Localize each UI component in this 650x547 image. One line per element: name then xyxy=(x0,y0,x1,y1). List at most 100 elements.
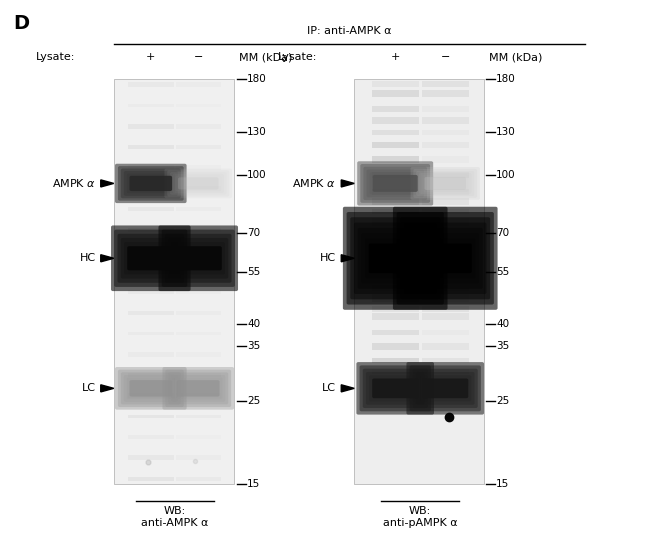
Bar xyxy=(176,83,221,87)
FancyBboxPatch shape xyxy=(165,370,231,407)
Bar xyxy=(128,83,174,87)
Bar xyxy=(176,331,221,335)
Bar xyxy=(372,306,419,312)
Text: 15: 15 xyxy=(247,479,260,489)
FancyBboxPatch shape xyxy=(416,372,474,405)
Bar xyxy=(128,476,174,481)
Bar xyxy=(372,330,419,335)
Bar xyxy=(372,369,419,374)
FancyBboxPatch shape xyxy=(175,246,222,270)
Bar xyxy=(422,330,469,335)
Bar xyxy=(372,90,419,97)
FancyBboxPatch shape xyxy=(168,238,228,278)
FancyBboxPatch shape xyxy=(422,379,468,398)
Text: HC: HC xyxy=(320,253,336,263)
Text: +: + xyxy=(146,53,155,62)
Bar xyxy=(422,342,469,350)
FancyBboxPatch shape xyxy=(127,173,175,194)
FancyBboxPatch shape xyxy=(177,380,220,397)
Text: WB:
anti-pAMPK α: WB: anti-pAMPK α xyxy=(383,506,458,527)
Text: LC: LC xyxy=(322,383,336,393)
FancyBboxPatch shape xyxy=(111,225,190,291)
FancyBboxPatch shape xyxy=(361,233,429,283)
Text: 35: 35 xyxy=(496,341,509,351)
Bar xyxy=(422,369,469,374)
FancyBboxPatch shape xyxy=(372,379,418,398)
Bar xyxy=(422,208,469,214)
FancyBboxPatch shape xyxy=(127,377,175,399)
FancyBboxPatch shape xyxy=(370,172,421,195)
Bar xyxy=(372,81,419,87)
Text: IP: anti-AMPK α: IP: anti-AMPK α xyxy=(307,26,391,36)
Bar xyxy=(372,358,419,363)
FancyBboxPatch shape xyxy=(413,369,478,408)
Text: 100: 100 xyxy=(247,170,266,180)
Bar xyxy=(176,290,221,294)
FancyBboxPatch shape xyxy=(358,228,433,289)
Bar xyxy=(422,81,469,87)
FancyBboxPatch shape xyxy=(363,369,428,408)
FancyBboxPatch shape xyxy=(124,171,178,196)
Bar xyxy=(422,90,469,97)
Bar xyxy=(128,103,174,108)
FancyBboxPatch shape xyxy=(115,367,187,410)
Polygon shape xyxy=(341,255,354,262)
FancyBboxPatch shape xyxy=(164,168,232,198)
FancyBboxPatch shape xyxy=(356,362,434,415)
FancyBboxPatch shape xyxy=(162,230,235,287)
Polygon shape xyxy=(341,180,354,187)
FancyBboxPatch shape xyxy=(366,372,424,405)
FancyBboxPatch shape xyxy=(372,175,418,192)
Bar xyxy=(372,218,419,226)
Bar xyxy=(372,189,419,195)
Bar xyxy=(422,199,469,205)
FancyBboxPatch shape xyxy=(175,246,222,270)
Text: 40: 40 xyxy=(247,319,260,329)
FancyBboxPatch shape xyxy=(369,243,422,273)
Bar xyxy=(128,435,174,439)
Bar xyxy=(128,186,174,191)
Bar xyxy=(372,313,419,319)
FancyBboxPatch shape xyxy=(178,177,218,189)
Bar xyxy=(176,269,221,274)
Text: MM (kDa): MM (kDa) xyxy=(489,53,542,62)
Bar xyxy=(372,242,419,248)
Bar xyxy=(176,207,221,211)
Polygon shape xyxy=(341,385,354,392)
FancyBboxPatch shape xyxy=(404,223,486,294)
Text: AMPK $\alpha$: AMPK $\alpha$ xyxy=(292,177,336,189)
FancyBboxPatch shape xyxy=(127,246,174,270)
FancyBboxPatch shape xyxy=(127,246,174,270)
Text: 70: 70 xyxy=(496,228,509,238)
Bar xyxy=(176,476,221,481)
Bar xyxy=(176,393,221,398)
Bar xyxy=(176,415,221,418)
Bar xyxy=(128,269,174,274)
FancyBboxPatch shape xyxy=(363,167,427,200)
Bar xyxy=(422,358,469,363)
Bar xyxy=(176,373,221,377)
FancyBboxPatch shape xyxy=(343,207,447,310)
Polygon shape xyxy=(101,255,114,262)
FancyBboxPatch shape xyxy=(400,217,490,299)
Bar xyxy=(128,393,174,398)
Bar xyxy=(176,103,221,108)
Bar xyxy=(422,218,469,226)
Text: +: + xyxy=(391,53,400,62)
Bar xyxy=(422,130,469,135)
Bar xyxy=(372,130,419,135)
FancyBboxPatch shape xyxy=(372,379,418,398)
Bar xyxy=(422,306,469,312)
Text: −: − xyxy=(441,53,450,62)
Bar xyxy=(176,228,221,232)
FancyBboxPatch shape xyxy=(408,228,483,289)
FancyBboxPatch shape xyxy=(419,173,471,194)
FancyBboxPatch shape xyxy=(177,380,220,397)
Text: 15: 15 xyxy=(496,479,509,489)
Text: 35: 35 xyxy=(247,341,260,351)
Bar xyxy=(422,270,469,275)
FancyBboxPatch shape xyxy=(168,373,228,404)
Bar xyxy=(422,172,469,178)
Bar xyxy=(422,189,469,195)
Bar xyxy=(422,156,469,163)
